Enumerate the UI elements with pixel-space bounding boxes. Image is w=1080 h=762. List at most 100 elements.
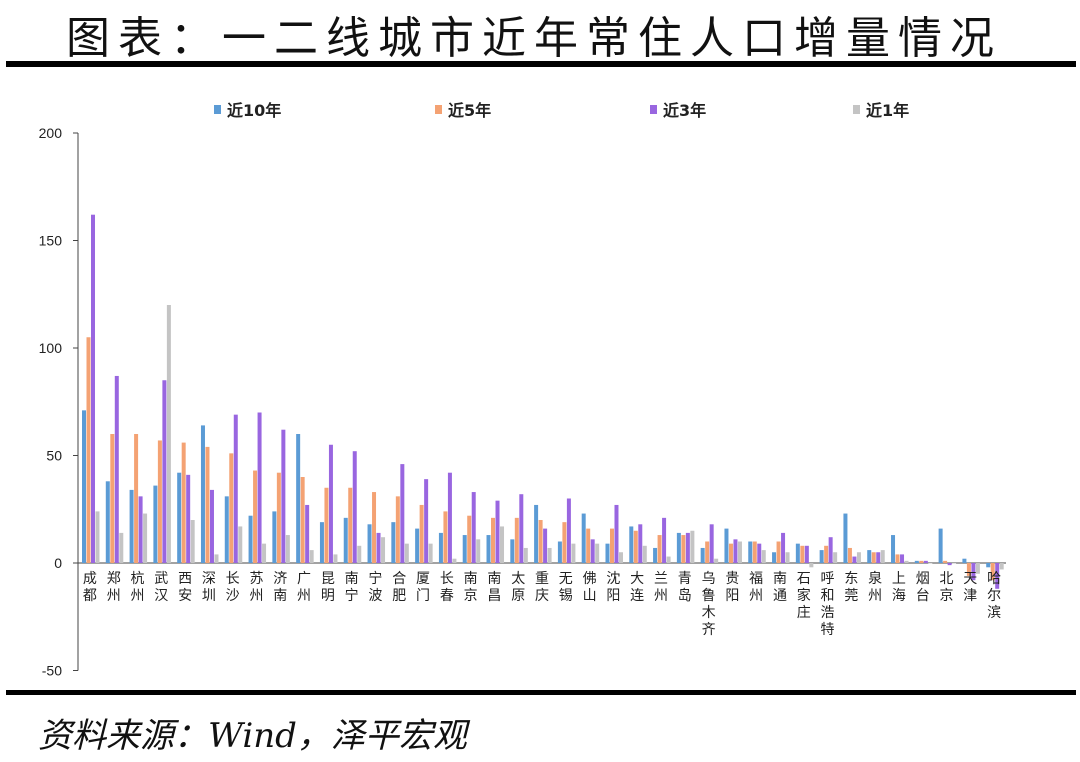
category-label: 无锡 <box>559 571 573 604</box>
bar <box>662 517 667 563</box>
bar <box>819 550 824 563</box>
legend-swatch <box>650 105 657 114</box>
bar <box>153 485 158 563</box>
category-label: 石家庄 <box>797 571 811 621</box>
category-label: 宁波 <box>368 570 382 604</box>
y-tick-label: 200 <box>39 125 63 141</box>
bar <box>880 550 885 563</box>
bar <box>856 552 861 563</box>
category-label: 呼和浩特 <box>821 571 835 638</box>
bar <box>776 541 781 563</box>
bar <box>891 535 896 563</box>
bar <box>733 539 738 563</box>
bar <box>404 543 409 563</box>
bar <box>800 545 805 563</box>
y-tick-label: 50 <box>46 448 62 464</box>
source-note: 资料来源：Wind，泽平宏观 <box>38 716 467 756</box>
bar <box>681 535 686 563</box>
bar <box>177 472 182 563</box>
legend-swatch <box>435 105 442 114</box>
bar <box>238 526 243 563</box>
y-tick-label: -50 <box>42 663 62 679</box>
bar <box>962 558 967 563</box>
category-label: 哈尔滨 <box>987 571 1001 621</box>
bar <box>752 541 757 563</box>
bar <box>581 513 586 563</box>
bar <box>262 543 267 563</box>
bar <box>642 545 647 563</box>
bottom-rule <box>6 690 1076 695</box>
bar <box>119 532 124 563</box>
bar <box>847 547 852 563</box>
y-tick-label: 0 <box>54 555 62 571</box>
bar <box>248 515 253 563</box>
bar <box>324 487 329 563</box>
bar <box>166 305 171 563</box>
bar <box>181 442 186 563</box>
bar <box>571 543 576 563</box>
bar <box>919 560 924 563</box>
bar <box>714 558 719 563</box>
bar <box>867 550 872 563</box>
bar <box>381 537 386 563</box>
bar <box>95 511 100 563</box>
bar <box>938 528 943 563</box>
bar <box>761 550 766 563</box>
labels-layer: 成都郑州杭州武汉西安深圳长沙苏州济南广州昆明南宁宁波合肥厦门长春南京南昌太原重庆… <box>83 570 1001 638</box>
bar <box>367 524 372 563</box>
bar <box>428 543 433 563</box>
bar <box>86 337 91 563</box>
bar <box>424 479 429 563</box>
bar <box>618 552 623 563</box>
category-label: 天津 <box>963 571 977 604</box>
bar <box>471 492 476 563</box>
bar <box>333 554 338 563</box>
bar <box>415 528 420 563</box>
bar <box>724 528 729 563</box>
category-label: 郑州 <box>107 571 121 604</box>
bar <box>438 532 443 563</box>
bar <box>676 532 681 563</box>
category-label: 苏州 <box>249 571 263 604</box>
category-label: 青岛 <box>678 571 692 604</box>
bar <box>209 489 214 563</box>
bar <box>343 517 348 563</box>
bar <box>491 517 496 563</box>
bar <box>305 504 310 563</box>
bar <box>352 451 357 563</box>
bar <box>586 528 591 563</box>
category-label: 厦门 <box>416 571 430 604</box>
bar <box>653 547 658 563</box>
category-label: 大连 <box>630 571 644 604</box>
category-label: 烟台 <box>916 571 930 604</box>
category-label: 杭州 <box>130 571 144 604</box>
bar <box>781 532 786 563</box>
bar <box>519 494 524 563</box>
bar <box>129 489 134 563</box>
legend-label: 近5年 <box>448 101 491 120</box>
bar <box>590 539 595 563</box>
legend-label: 近3年 <box>663 101 706 120</box>
category-label: 深圳 <box>202 571 216 604</box>
bar <box>986 563 991 568</box>
category-label: 沈阳 <box>606 571 620 604</box>
bar <box>975 563 980 574</box>
bar <box>514 517 519 563</box>
bar <box>105 481 110 563</box>
bar <box>990 563 995 581</box>
bar <box>952 563 957 564</box>
category-label: 西安 <box>178 571 192 604</box>
bar <box>272 511 277 563</box>
bar <box>452 558 457 563</box>
page-title: 图表：一二线城市近年常住人口增量情况 <box>66 13 1002 64</box>
bar <box>809 563 814 568</box>
bar <box>257 412 262 563</box>
category-label: 南昌 <box>487 571 501 604</box>
bar <box>419 504 424 563</box>
bar <box>852 556 857 563</box>
bar <box>357 545 362 563</box>
bar <box>995 563 1000 589</box>
category-label: 乌鲁木齐 <box>702 571 716 638</box>
bar <box>348 487 353 563</box>
bar <box>609 528 614 563</box>
